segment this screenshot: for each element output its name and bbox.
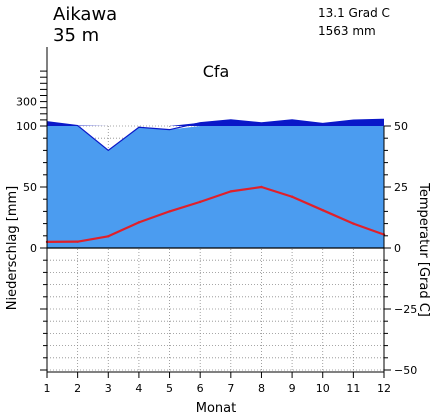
temperature-point xyxy=(137,221,141,224)
mean-temperature: 13.1 Grad C xyxy=(318,6,390,20)
temperature-point xyxy=(107,235,110,238)
x-tick-label: 9 xyxy=(289,382,296,395)
right-tick-label: 0 xyxy=(394,242,401,255)
temperature-line xyxy=(46,185,385,243)
temperature-point xyxy=(229,190,233,193)
x-tick-label: 7 xyxy=(227,382,234,395)
temperature-point xyxy=(352,222,355,225)
precipitation-fill xyxy=(46,118,385,248)
temperature-point xyxy=(168,210,171,213)
temperature-point xyxy=(260,185,263,189)
x-tick-label: 8 xyxy=(258,382,265,395)
right-tick-label: −50 xyxy=(394,364,417,377)
x-tick-label: 2 xyxy=(74,382,81,395)
right-tick-label: 25 xyxy=(394,181,408,194)
temperature-point xyxy=(198,200,202,204)
x-tick-label: 12 xyxy=(377,382,391,395)
left-tick-label: 100 xyxy=(16,120,37,133)
x-tick-label: 11 xyxy=(346,382,360,395)
x-tick-label: 5 xyxy=(166,382,173,395)
temperature-point xyxy=(321,208,324,212)
left-tick-label: 50 xyxy=(23,181,37,194)
x-tick-label: 3 xyxy=(105,382,112,395)
left-axis-label: Niederschlag [mm] xyxy=(5,186,20,311)
right-tick-label: −25 xyxy=(394,303,417,316)
annual-precipitation: 1563 mm xyxy=(318,24,376,38)
left-tick-label: 300 xyxy=(16,96,37,109)
right-tick-label: 50 xyxy=(394,120,408,133)
climate-class: Cfa xyxy=(203,62,230,81)
station-elevation: 35 m xyxy=(53,25,99,46)
x-tick-label: 10 xyxy=(316,382,330,395)
right-axis-label: Temperatur [Grad C] xyxy=(416,182,431,317)
temperature-point xyxy=(290,195,294,198)
x-axis-label: Monat xyxy=(196,401,236,416)
station-name: Aikawa xyxy=(53,4,117,25)
x-tick-label: 4 xyxy=(135,382,142,395)
precipitation-line xyxy=(46,118,385,152)
x-tick-label: 6 xyxy=(197,382,204,395)
humid-area xyxy=(47,126,384,248)
labels: Aikawa 35 m 13.1 Grad C 1563 mm Cfa Mona… xyxy=(5,4,431,416)
left-tick-label: 0 xyxy=(30,242,37,255)
x-tick-label: 1 xyxy=(44,382,51,395)
temperature-series xyxy=(45,185,386,244)
temperature-point xyxy=(76,240,79,243)
